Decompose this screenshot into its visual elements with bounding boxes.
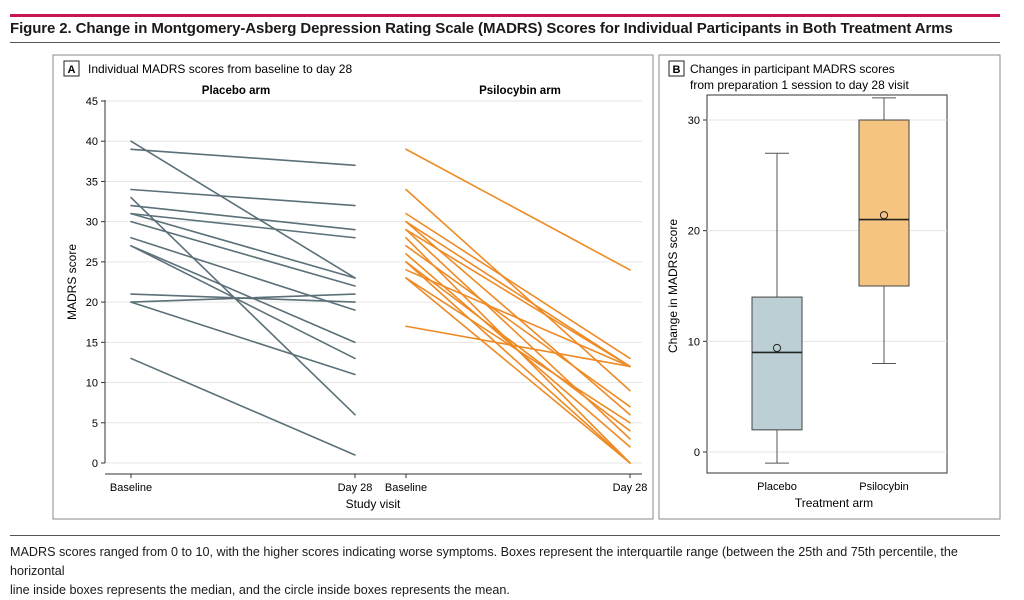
placebo-participant-line xyxy=(130,301,356,376)
panel-a-label: A xyxy=(68,64,76,76)
panel-a-frame xyxy=(52,54,654,520)
y-tick-label: 30 xyxy=(86,217,98,229)
placebo-participant-line xyxy=(130,204,356,231)
placebo-participant-line xyxy=(130,357,356,456)
caption-divider xyxy=(10,535,1000,536)
y-tick-label: 10 xyxy=(688,336,700,348)
x-tick-label-psilocybin-baseline: Baseline xyxy=(385,482,427,494)
y-tick-label: 30 xyxy=(688,115,700,127)
y-tick-label: 35 xyxy=(86,176,98,188)
psilocybin-participant-line xyxy=(405,261,631,464)
placebo-arm-title: Placebo arm xyxy=(202,85,270,97)
y-tick-label: 5 xyxy=(92,418,98,430)
psilocybin-participant-line xyxy=(405,269,631,368)
placebo-participant-line xyxy=(130,220,356,287)
psilocybin-series xyxy=(405,148,631,464)
panel-a-gridlines xyxy=(105,100,642,464)
psilocybin-mean-marker xyxy=(879,211,889,220)
placebo-participant-line xyxy=(130,140,356,279)
placebo-participant-line xyxy=(130,212,356,239)
x-tick-label-placebo: Placebo xyxy=(757,481,797,493)
psilocybin-participant-line xyxy=(405,148,631,271)
boxplots xyxy=(751,97,910,464)
panel-a-label-box xyxy=(63,60,80,77)
psilocybin-participant-line xyxy=(405,228,631,368)
y-tick-label: 40 xyxy=(86,136,98,148)
x-tick-label-psilocybin: Psilocybin xyxy=(859,481,909,493)
panel-b-gridlines xyxy=(707,119,947,453)
panel-b-y-label: Change in MADRS score xyxy=(666,219,680,353)
caption-line-2: line inside boxes represents the median,… xyxy=(10,583,510,597)
panel-b-title-line2: from preparation 1 session to day 28 vis… xyxy=(690,78,909,92)
title-divider xyxy=(10,42,1000,43)
psilocybin-participant-line xyxy=(405,188,631,392)
placebo-participant-line xyxy=(130,196,356,416)
y-tick-label: 0 xyxy=(694,447,700,459)
psilocybin-iqr-box xyxy=(858,119,910,287)
panel-a-y-label: MADRS score xyxy=(65,244,79,320)
psilocybin-participant-line xyxy=(405,220,631,368)
y-tick-label: 10 xyxy=(86,378,98,390)
accent-rule xyxy=(10,14,1000,17)
placebo-series xyxy=(130,140,356,456)
psilocybin-participant-line xyxy=(405,277,631,464)
psilocybin-participant-line xyxy=(405,245,631,408)
psilocybin-arm-title: Psilocybin arm xyxy=(479,85,561,97)
panel-a-x-label: Study visit xyxy=(346,497,401,511)
y-tick-label: 0 xyxy=(92,458,98,470)
panel-b-frame xyxy=(658,54,1001,520)
placebo-participant-line xyxy=(130,236,356,311)
y-tick-label: 25 xyxy=(86,257,98,269)
psilocybin-participant-line xyxy=(405,228,631,440)
placebo-participant-line xyxy=(130,245,356,344)
panel-b-x-label: Treatment arm xyxy=(795,496,873,510)
figure-caption: MADRS scores ranged from 0 to 10, with t… xyxy=(10,543,1005,600)
x-tick-label-placebo-baseline: Baseline xyxy=(110,482,152,494)
y-tick-label: 15 xyxy=(86,337,98,349)
placebo-participant-line xyxy=(130,188,356,207)
placebo-participant-line xyxy=(130,148,356,167)
y-tick-label: 20 xyxy=(688,226,700,238)
panel-a-y-ticks: 0 5 10 15 20 25 30 35 40 45 xyxy=(86,96,105,470)
psilocybin-participant-line xyxy=(405,325,631,368)
panel-b-y-ticks: 0 10 20 30 xyxy=(688,115,707,459)
figure-title: Figure 2. Change in Montgomery-Asberg De… xyxy=(10,20,953,37)
x-tick-label-placebo-day28: Day 28 xyxy=(338,482,373,494)
y-tick-label: 20 xyxy=(86,297,98,309)
panel-b-plot-area xyxy=(706,94,948,474)
psilocybin-participant-line xyxy=(405,212,631,360)
placebo-participant-line xyxy=(130,212,356,279)
placebo-iqr-box xyxy=(751,296,803,431)
panel-a-title: Individual MADRS scores from baseline to… xyxy=(88,62,352,76)
placebo-mean-marker xyxy=(772,343,782,353)
placebo-participant-line xyxy=(130,293,356,303)
y-tick-label: 45 xyxy=(86,96,98,108)
psilocybin-participant-line xyxy=(405,277,631,424)
panel-b-title-line1: Changes in participant MADRS scores xyxy=(690,62,895,76)
x-tick-label-psilocybin-day28: Day 28 xyxy=(613,482,648,494)
panel-b-label-box xyxy=(668,60,685,77)
placebo-participant-line xyxy=(130,245,356,360)
panel-b-label: B xyxy=(673,64,681,76)
caption-line-1: MADRS scores ranged from 0 to 10, with t… xyxy=(10,545,958,578)
